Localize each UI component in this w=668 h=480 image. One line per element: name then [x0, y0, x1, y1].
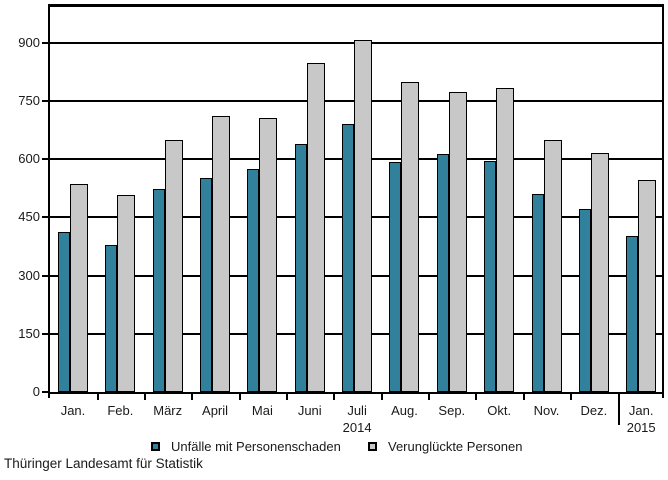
legend-item-unfaelle: Unfälle mit Personenschaden — [151, 439, 341, 454]
x-axis-label-3: April — [202, 403, 229, 418]
bar-verunglueckte-8 — [448, 91, 467, 392]
bar-unfaelle-7 — [389, 161, 402, 392]
x-axis-label-6: Juli — [347, 403, 367, 418]
x-axis-label-8: Sep. — [438, 403, 466, 418]
y-tick-600 — [42, 158, 48, 161]
bar-verunglueckte-9 — [496, 87, 515, 392]
x-tick-8 — [428, 394, 431, 400]
bar-unfaelle-5 — [294, 144, 307, 392]
bar-unfaelle-12 — [626, 236, 639, 392]
year-separator — [617, 392, 620, 425]
y-axis-label-900: 900 — [18, 34, 40, 50]
bar-verunglueckte-5 — [306, 63, 325, 392]
bar-verunglueckte-10 — [543, 140, 562, 392]
legend-item-verunglueckte: Verunglückte Personen — [368, 439, 522, 454]
bar-unfaelle-9 — [484, 160, 497, 392]
x-axis-label-0: Jan. — [60, 403, 86, 418]
x-tick-3 — [191, 394, 194, 400]
year-label-2014: 2014 — [342, 420, 372, 435]
y-tick-300 — [42, 274, 48, 277]
x-tick-10 — [522, 394, 525, 400]
y-tick-750 — [42, 100, 48, 102]
y-axis-label-750: 750 — [18, 93, 40, 108]
bar-unfaelle-3 — [200, 178, 213, 392]
bar-unfaelle-1 — [105, 244, 118, 392]
legend-marker-verunglueckte-icon — [368, 442, 377, 451]
x-axis-label-2: März — [153, 403, 183, 418]
x-axis-label-7: Aug. — [391, 403, 418, 418]
legend: Unfälle mit Personenschaden Verunglückte… — [0, 439, 668, 455]
bar-unfaelle-10 — [531, 194, 544, 392]
bar-verunglueckte-3 — [212, 116, 231, 392]
x-tick-5 — [286, 394, 289, 400]
y-axis-line — [48, 4, 50, 398]
x-tick-7 — [380, 394, 383, 400]
y-axis-label-0: 0 — [32, 384, 40, 399]
year-label-2015: 2015 — [626, 420, 656, 435]
bar-verunglueckte-2 — [164, 140, 183, 392]
x-axis-label-5: Juni — [297, 403, 322, 418]
bar-unfaelle-0 — [58, 231, 70, 392]
bar-verunglueckte-12 — [638, 180, 657, 392]
legend-label-verunglueckte: Verunglückte Personen — [388, 439, 523, 454]
source-text: Thüringer Landesamt für Statistik — [4, 456, 203, 471]
bar-verunglueckte-0 — [70, 184, 88, 392]
bar-verunglueckte-11 — [590, 153, 609, 392]
bar-unfaelle-6 — [342, 124, 355, 392]
y-axis-label-450: 450 — [18, 209, 40, 225]
y-axis-label-300: 300 — [18, 267, 40, 283]
legend-label-unfaelle: Unfälle mit Personenschaden — [171, 439, 341, 454]
x-tick-6 — [333, 394, 336, 400]
x-axis-label-12: Jan. — [628, 403, 654, 418]
bar-unfaelle-2 — [152, 189, 165, 392]
x-tick-9 — [475, 394, 478, 400]
y-tick-900 — [42, 41, 48, 44]
x-tick-2 — [144, 394, 146, 400]
bar-verunglueckte-7 — [401, 81, 420, 392]
y-tick-0 — [42, 391, 48, 393]
x-axis-line — [48, 392, 664, 394]
x-axis-label-9: Okt. — [487, 403, 512, 418]
y-axis-label-600: 600 — [18, 151, 40, 167]
plot-frame-right — [662, 4, 664, 398]
bar-unfaelle-4 — [247, 169, 260, 392]
x-tick-11 — [570, 394, 573, 400]
bar-verunglueckte-4 — [259, 118, 278, 392]
x-tick-1 — [96, 394, 99, 400]
plot-frame-top — [48, 4, 664, 7]
bar-verunglueckte-1 — [117, 194, 136, 392]
y-tick-450 — [42, 216, 48, 219]
y-tick-150 — [42, 332, 48, 335]
x-axis-label-10: Nov. — [533, 403, 560, 418]
x-tick-4 — [238, 394, 241, 400]
bar-unfaelle-8 — [436, 154, 449, 392]
bar-verunglueckte-6 — [354, 40, 373, 392]
x-axis-label-4: Mai — [251, 403, 273, 418]
x-axis-label-1: Feb. — [107, 403, 134, 418]
y-axis-label-150: 150 — [18, 325, 40, 341]
x-axis-label-11: Dez. — [580, 403, 608, 418]
legend-marker-unfaelle-icon — [151, 442, 160, 451]
bar-unfaelle-11 — [578, 209, 591, 392]
